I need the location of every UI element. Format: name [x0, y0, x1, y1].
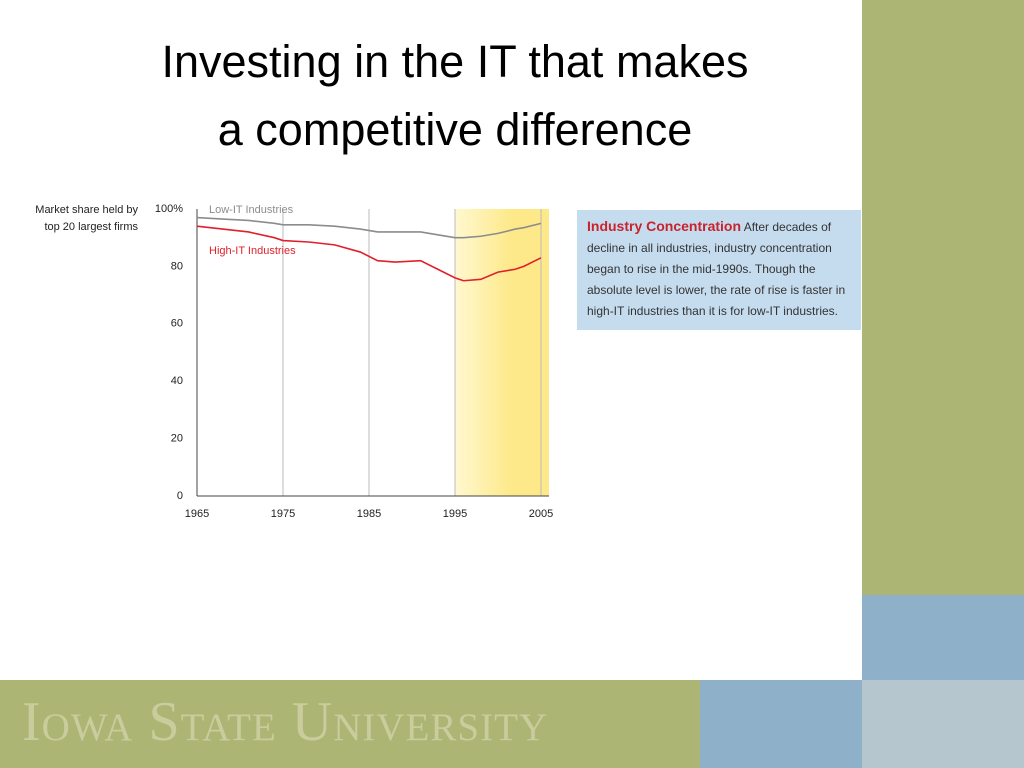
- slide-title: Investing in the IT that makes: [161, 36, 749, 87]
- series-line: [196, 225, 542, 282]
- series-label: Low-IT Industries: [209, 204, 294, 216]
- x-tick-label: 1995: [443, 508, 467, 520]
- photo-block: [862, 595, 1024, 680]
- photo-block: [700, 680, 862, 768]
- y-axis-label: top 20 largest firms: [44, 221, 138, 233]
- series-line: [196, 216, 542, 239]
- chart: Market share held by top 20 largest firm…: [35, 203, 553, 520]
- x-tick-label: 1975: [271, 508, 295, 520]
- note-box: Industry Concentration After decades of …: [577, 210, 861, 330]
- y-axis-label: Market share held by: [35, 204, 138, 216]
- x-tick-label: 1985: [357, 508, 381, 520]
- y-tick-label: 80: [171, 260, 183, 272]
- note-heading: Industry Concentration: [587, 218, 742, 234]
- note-body: After decades of decline in all industri…: [587, 220, 846, 318]
- x-tick-label: 1965: [185, 508, 209, 520]
- photo-block: [862, 680, 1024, 768]
- slide-title: a competitive difference: [217, 104, 693, 155]
- highlight-band: [455, 209, 549, 496]
- y-tick-label: 20: [171, 433, 183, 445]
- y-tick-label: 100%: [155, 203, 183, 215]
- y-tick-label: 60: [171, 318, 183, 330]
- y-tick-label: 0: [177, 490, 183, 502]
- series-label: High-IT Industries: [209, 245, 296, 257]
- footer-text: Iowa State University: [22, 691, 549, 753]
- y-tick-label: 40: [171, 375, 183, 387]
- x-tick-label: 2005: [529, 508, 553, 520]
